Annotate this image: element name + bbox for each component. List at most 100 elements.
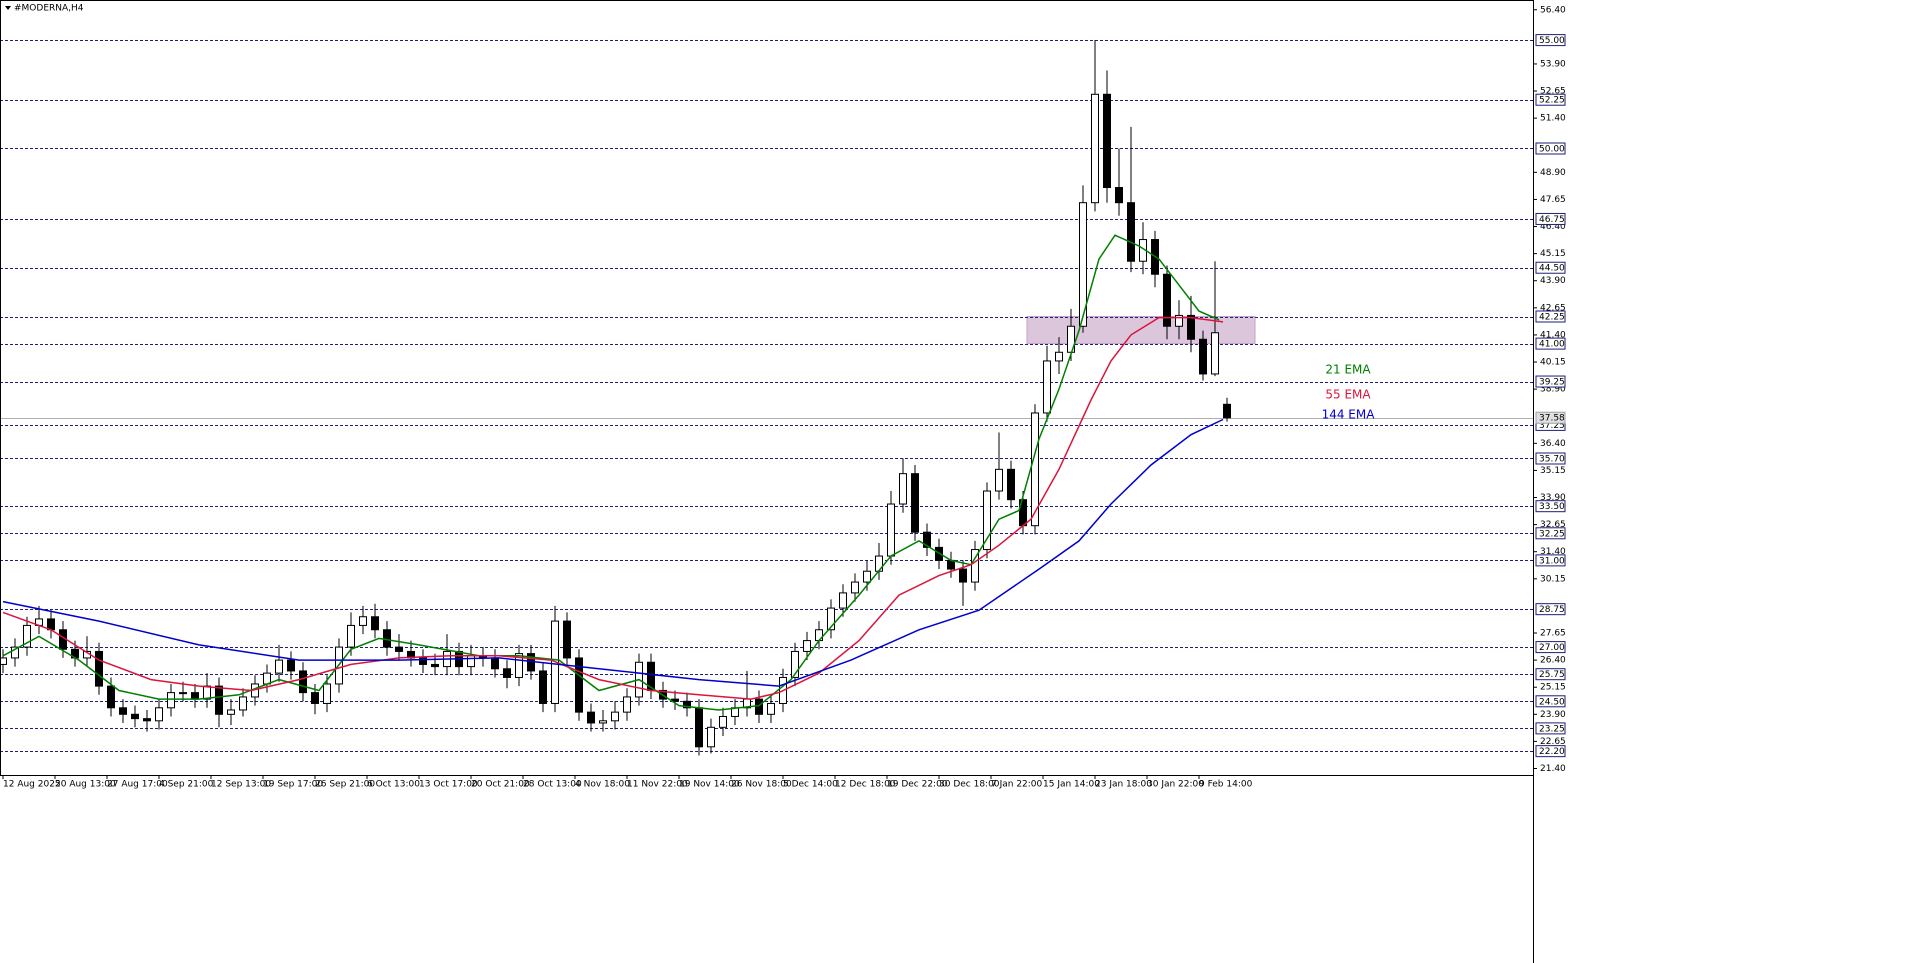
candle-body — [815, 629, 823, 642]
x-tick-label: 9 Feb 14:00 — [1199, 780, 1253, 790]
candle-body — [1211, 332, 1219, 375]
x-tick-label: 12 Dec 18:00 — [835, 780, 896, 790]
candle-body — [155, 707, 163, 722]
level-label: 50.00 — [1539, 144, 1565, 154]
x-tick-label: 26 Sep 21:00 — [315, 780, 375, 790]
candle-body — [971, 549, 979, 583]
candle-body — [719, 715, 727, 728]
candle-body — [239, 696, 247, 711]
level-label: 22.20 — [1539, 747, 1565, 757]
candle-body — [899, 473, 907, 505]
level-label-box — [1535, 745, 1566, 758]
y-tick-label: 22.65 — [1540, 737, 1566, 747]
x-tick-label: 23 Jan 18:00 — [1095, 780, 1152, 790]
candle-body — [467, 655, 475, 668]
candle-body — [1079, 202, 1087, 327]
x-tick-label: 30 Jan 22:00 — [1147, 780, 1204, 790]
candle-body — [395, 646, 403, 652]
x-tick-label: 6 Oct 13:00 — [367, 780, 420, 790]
candle-body — [227, 709, 235, 715]
y-tick-label: 42.65 — [1540, 303, 1566, 313]
candle-body — [707, 726, 715, 748]
candle-body — [323, 683, 331, 704]
candle-body — [371, 616, 379, 631]
level-label: 25.75 — [1539, 670, 1565, 680]
candle-body — [491, 657, 499, 670]
x-tick-label: 13 Oct 17:00 — [419, 780, 478, 790]
level-label-box — [1535, 34, 1566, 47]
level-label-box — [1535, 337, 1566, 350]
x-tick-label: 12 Sep 13:00 — [211, 780, 271, 790]
y-tick-label: 31.40 — [1540, 547, 1566, 557]
x-tick-label: 7 Jan 22:00 — [991, 780, 1043, 790]
level-label-box — [1535, 212, 1566, 225]
y-tick-label: 30.15 — [1540, 574, 1566, 584]
y-tick-label: 48.90 — [1540, 168, 1566, 178]
x-tick-label: 19 Nov 14:00 — [679, 780, 740, 790]
candle-body — [23, 624, 31, 648]
level-label: 28.75 — [1539, 605, 1565, 615]
x-tick-label: 20 Oct 21:00 — [471, 780, 530, 790]
y-tick-label: 45.15 — [1540, 249, 1566, 259]
level-label-box — [1535, 452, 1566, 465]
level-label-box — [1535, 142, 1566, 155]
y-tick-label: 51.40 — [1540, 114, 1566, 124]
current-price-box — [1535, 411, 1566, 424]
candle-body — [143, 718, 151, 722]
level-label-box — [1535, 695, 1566, 708]
candle-body — [191, 692, 199, 700]
x-tick-label: 4 Nov 18:00 — [575, 780, 630, 790]
level-label: 44.50 — [1539, 264, 1565, 274]
y-tick-label: 47.65 — [1540, 195, 1566, 205]
candle-body — [1187, 314, 1195, 340]
x-tick-label: 28 Oct 13:00 — [523, 780, 582, 790]
candle-body — [119, 707, 127, 715]
level-label: 37.25 — [1539, 421, 1565, 431]
x-tick-label: 4 Sep 21:00 — [159, 780, 214, 790]
level-label: 42.25 — [1539, 313, 1565, 323]
level-label-box — [1535, 722, 1566, 735]
candle-body — [1175, 314, 1183, 327]
candle-body — [311, 692, 319, 704]
candle-body — [275, 659, 283, 674]
candle-body — [1115, 187, 1123, 204]
candle-body — [431, 663, 439, 668]
level-label: 41.00 — [1539, 340, 1565, 350]
level-label: 24.50 — [1539, 697, 1565, 707]
x-tick-label: 19 Sep 17:00 — [263, 780, 323, 790]
level-label: 32.25 — [1539, 529, 1565, 539]
level-label: 55.00 — [1539, 36, 1565, 46]
candle-body — [263, 672, 271, 685]
candle-body — [131, 713, 139, 720]
y-tick-label: 43.90 — [1540, 276, 1566, 286]
candle-body — [107, 685, 115, 709]
candle-body — [215, 685, 223, 715]
candle-body — [791, 650, 799, 678]
candle-body — [503, 668, 511, 678]
x-tick-label: 20 Aug 13:00 — [55, 780, 116, 790]
candle-body — [1199, 338, 1207, 375]
candle-body — [359, 616, 367, 626]
candle-body — [803, 640, 811, 652]
candle-body — [1103, 93, 1111, 189]
level-label-box — [1535, 641, 1566, 654]
candle-body — [875, 555, 883, 572]
y-tick-label: 26.40 — [1540, 656, 1566, 666]
y-tick-label: 46.40 — [1540, 222, 1566, 232]
candle-body — [911, 473, 919, 533]
candle-body — [839, 592, 847, 609]
level-label-box — [1535, 527, 1566, 540]
y-tick-label: 52.65 — [1540, 87, 1566, 97]
current-price-label: 37.58 — [1539, 414, 1565, 424]
candle-body — [419, 657, 427, 665]
y-tick-label: 35.15 — [1540, 466, 1566, 476]
x-tick-label: 19 Dec 22:00 — [887, 780, 948, 790]
candle-body — [827, 607, 835, 631]
y-tick-label: 38.90 — [1540, 385, 1566, 395]
candle-body — [767, 702, 775, 715]
y-tick-label: 33.90 — [1540, 493, 1566, 503]
y-tick-label: 36.40 — [1540, 439, 1566, 449]
candle-body — [995, 468, 1003, 492]
y-tick-label: 56.40 — [1540, 5, 1566, 15]
level-label-box — [1535, 93, 1566, 106]
